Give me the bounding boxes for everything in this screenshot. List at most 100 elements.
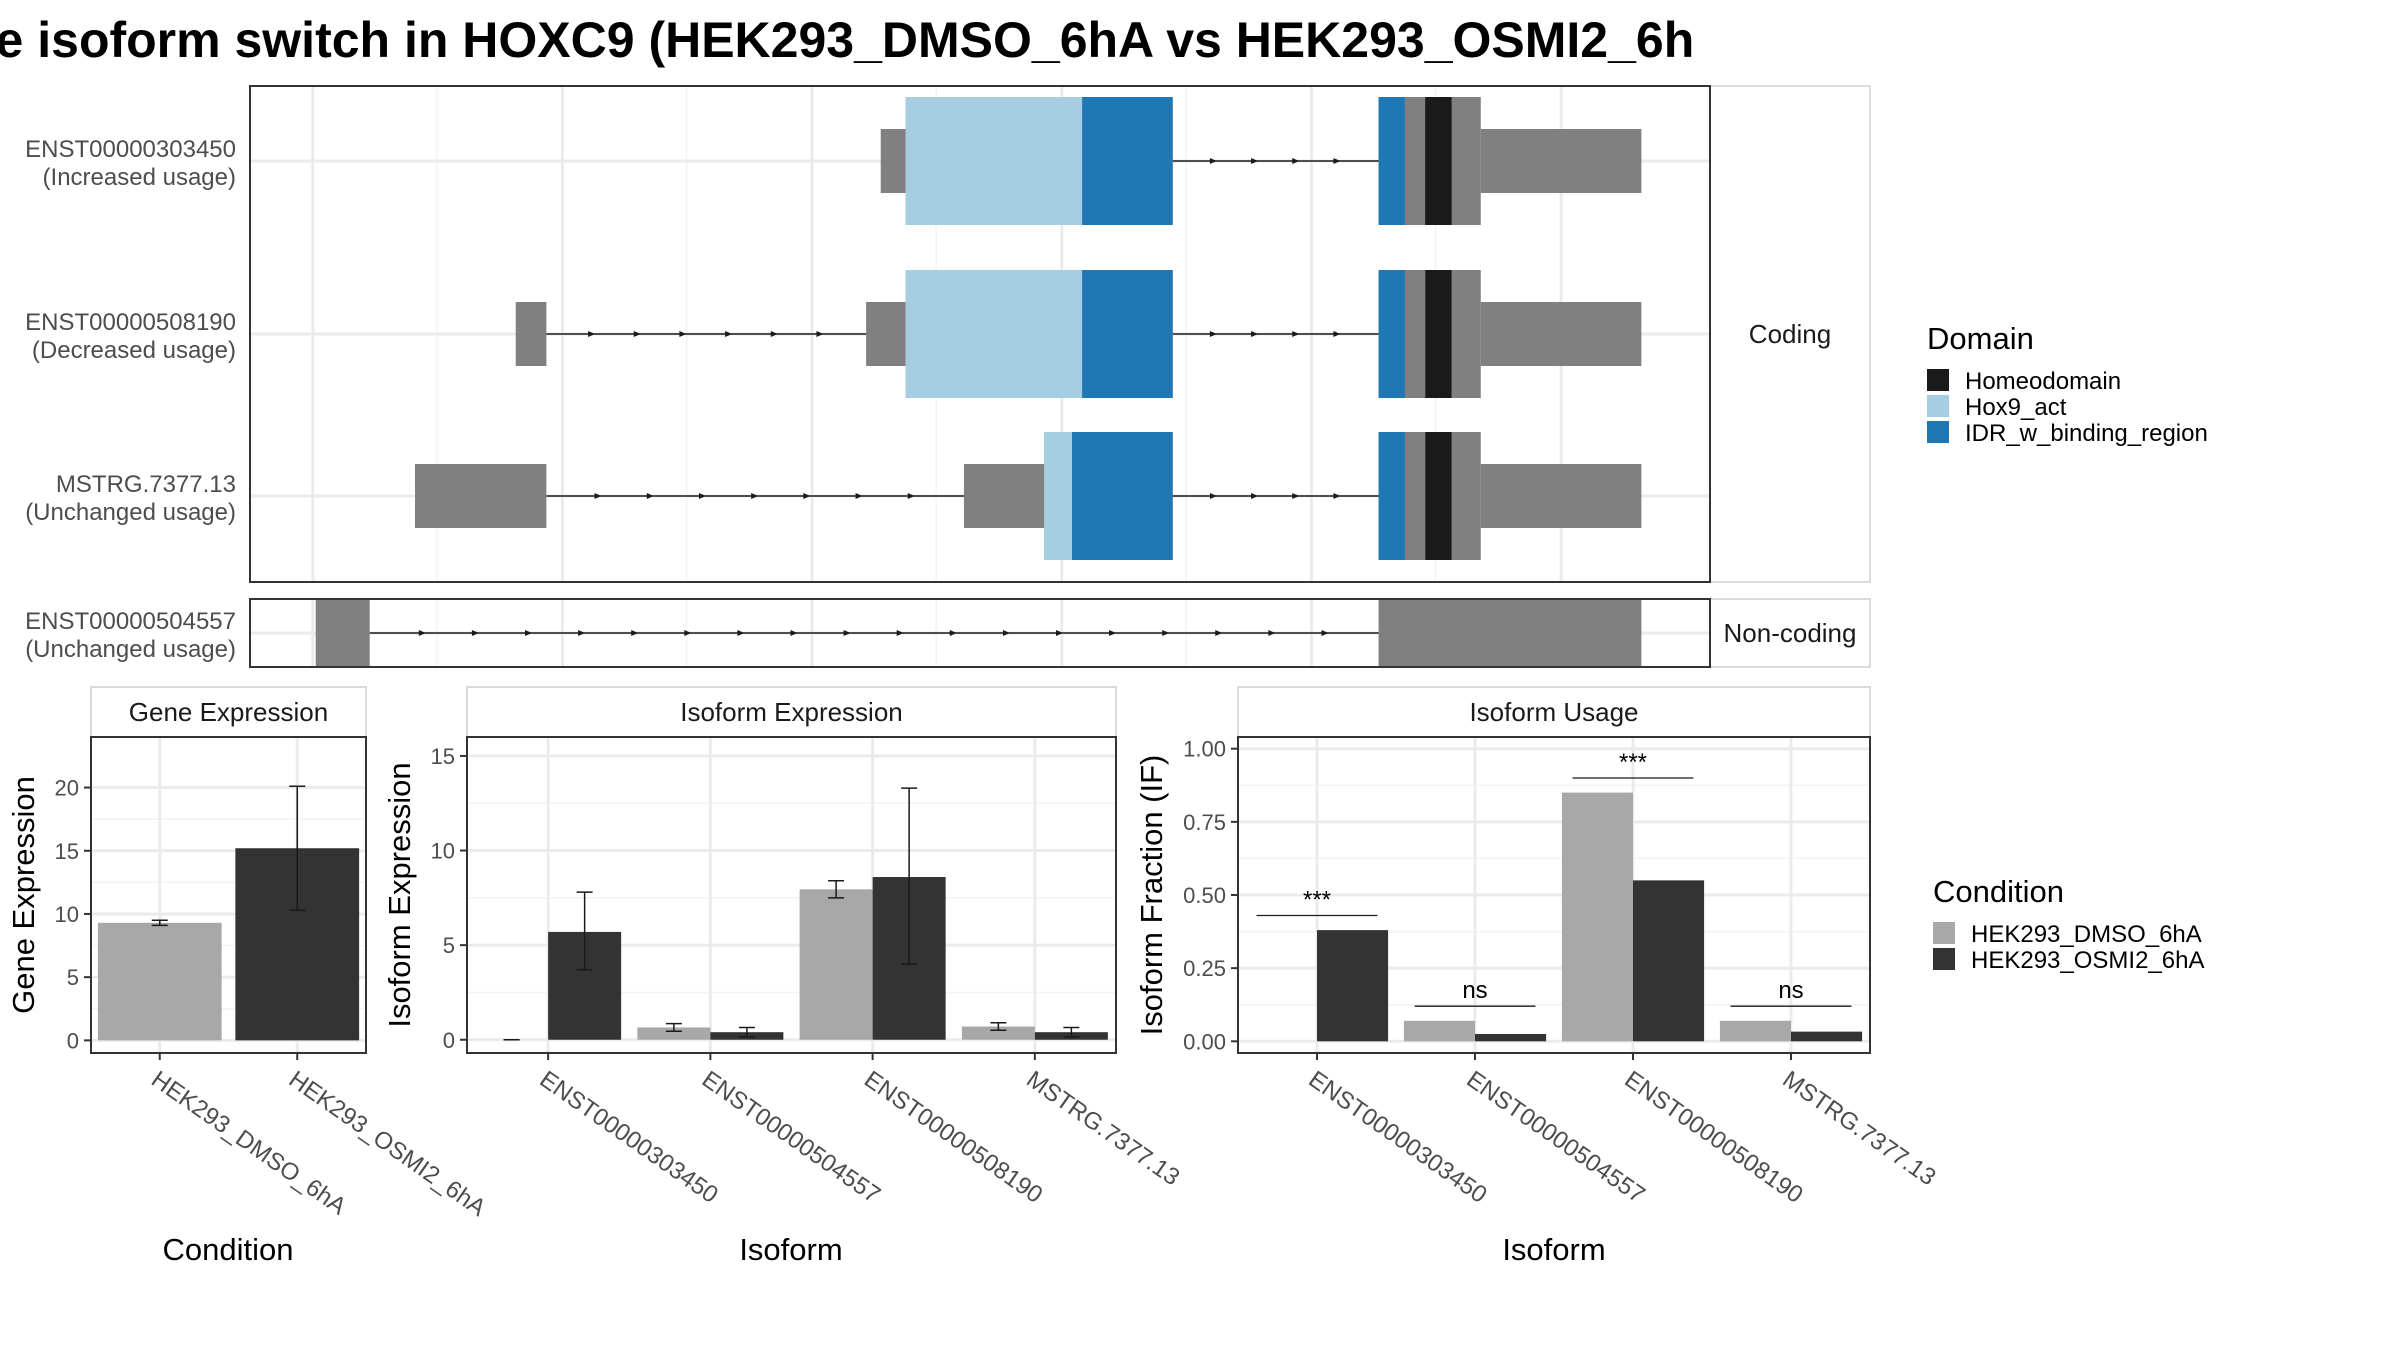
intron-arrow-enst00000504557 bbox=[1321, 630, 1329, 636]
intron-arrow-enst00000508190 bbox=[633, 331, 641, 337]
gene-expression-y-axis-title: Gene Expression bbox=[6, 776, 41, 1014]
transcript-label-enst00000504557: ENST00000504557 bbox=[25, 608, 236, 635]
gene-expression-y-tick-label: 20 bbox=[55, 776, 79, 801]
isoform-usage-x-tick-label-mstrg-7377-13: MSTRG.7377.13 bbox=[1778, 1066, 1941, 1191]
intron-arrow-enst00000504557 bbox=[1002, 630, 1010, 636]
intron-arrow-enst00000508190 bbox=[1292, 331, 1300, 337]
intron-arrow-enst00000504557 bbox=[737, 630, 745, 636]
intron-arrow-mstrg-7377-13 bbox=[907, 493, 915, 499]
utr-exon-mstrg-7377-13 bbox=[1480, 464, 1642, 528]
coding-panel-strip bbox=[1709, 85, 1871, 583]
isoform-usage-significance-label: ns bbox=[1778, 977, 1803, 1004]
intron-arrow-enst00000508190 bbox=[1251, 331, 1259, 337]
intron-arrow-mstrg-7377-13 bbox=[1292, 493, 1300, 499]
isoform-usage-bar-enst00000303450-hek293-osmi2-6ha bbox=[1317, 930, 1389, 1042]
intron-arrow-enst00000508190 bbox=[725, 331, 733, 337]
isoform-usage-bar-enst00000508190-hek293-dmso-6ha bbox=[1561, 792, 1633, 1042]
transcript-usage-mstrg-7377-13: (Unchanged usage) bbox=[25, 499, 236, 526]
domain-legend-title: Domain bbox=[1927, 321, 2034, 356]
transcript-usage-enst00000504557: (Unchanged usage) bbox=[25, 636, 236, 663]
condition-legend-label-hek293-dmso-6ha: HEK293_DMSO_6hA bbox=[1971, 921, 2202, 948]
utr-exon-enst00000504557 bbox=[1378, 600, 1642, 666]
transcript-usage-enst00000303450: (Increased usage) bbox=[43, 164, 236, 191]
isoform-expression-bar-mstrg-7377-13-hek293-dmso-6ha bbox=[961, 1026, 1035, 1040]
intron-arrow-mstrg-7377-13 bbox=[1209, 493, 1217, 499]
isoform-usage-strip bbox=[1237, 686, 1871, 738]
intron-arrow-enst00000504557 bbox=[790, 630, 798, 636]
intron-arrow-enst00000504557 bbox=[525, 630, 533, 636]
domain-legend-label-hox9-act: Hox9_act bbox=[1965, 394, 2067, 421]
transcript-label-enst00000303450: ENST00000303450 bbox=[25, 136, 236, 163]
isoform-usage-y-tick-label: 1.00 bbox=[1183, 737, 1226, 762]
isoform-expression-x-tick-label-enst00000303450: ENST00000303450 bbox=[535, 1066, 723, 1209]
isoform-usage-y-tick-label: 0.25 bbox=[1183, 956, 1226, 981]
utr-exon-enst00000508190 bbox=[515, 302, 547, 366]
utr-exon-enst00000504557 bbox=[315, 600, 370, 666]
intron-arrow-enst00000504557 bbox=[578, 630, 586, 636]
isoform-expression-bar-enst00000508190-hek293-dmso-6ha bbox=[799, 889, 873, 1040]
intron-arrow-enst00000504557 bbox=[1162, 630, 1170, 636]
coding-panel-border bbox=[249, 85, 1711, 583]
domain-idr-w-binding-region-mstrg-7377-13 bbox=[1378, 432, 1405, 560]
gene-expression-y-tick-label: 0 bbox=[67, 1028, 79, 1053]
isoform-expression-y-tick-label: 15 bbox=[431, 744, 455, 769]
intron-arrow-mstrg-7377-13 bbox=[1251, 493, 1259, 499]
utr-exon-enst00000508190 bbox=[866, 302, 906, 366]
utr-exon-enst00000303450 bbox=[1480, 129, 1642, 193]
intron-arrow-enst00000508190 bbox=[1209, 331, 1217, 337]
isoform-expression-bar-enst00000504557-hek293-dmso-6ha bbox=[637, 1027, 711, 1040]
isoform-usage-bar-mstrg-7377-13-hek293-dmso-6ha bbox=[1719, 1020, 1791, 1042]
condition-legend-key-hek293-dmso-6ha bbox=[1933, 922, 1955, 944]
intron-arrow-mstrg-7377-13 bbox=[594, 493, 602, 499]
gene-expression-x-axis-title: Condition bbox=[163, 1232, 294, 1267]
intron-arrow-enst00000504557 bbox=[471, 630, 479, 636]
coding-panel-strip-label: Coding bbox=[1749, 319, 1831, 349]
isoform-expression-strip bbox=[466, 686, 1117, 738]
gene-expression-title: Gene Expression bbox=[129, 697, 328, 727]
intron-arrow-enst00000508190 bbox=[679, 331, 687, 337]
domain-idr-w-binding-region-enst00000508190 bbox=[1378, 270, 1405, 398]
noncoding-panel-strip-label: Non-coding bbox=[1724, 618, 1857, 648]
isoform-usage-significance-label: *** bbox=[1303, 886, 1331, 913]
isoform-expression-title: Isoform Expression bbox=[680, 697, 903, 727]
isoform-usage-y-axis-title: Isoform Fraction (IF) bbox=[1134, 755, 1169, 1036]
gene-expression-y-tick-label: 15 bbox=[55, 839, 79, 864]
intron-arrow-enst00000504557 bbox=[418, 630, 426, 636]
utr-exon-mstrg-7377-13 bbox=[963, 464, 1045, 528]
transcript-label-enst00000508190: ENST00000508190 bbox=[25, 309, 236, 336]
intron-arrow-enst00000303450 bbox=[1251, 158, 1259, 164]
intron-arrow-mstrg-7377-13 bbox=[803, 493, 811, 499]
isoform-usage-bar-enst00000504557-hek293-dmso-6ha bbox=[1403, 1020, 1475, 1042]
gene-expression-y-tick-label: 10 bbox=[55, 902, 79, 927]
domain-hox9-act-mstrg-7377-13 bbox=[1044, 432, 1072, 560]
noncoding-panel-border bbox=[249, 598, 1711, 668]
noncoding-panel-strip bbox=[1709, 598, 1871, 668]
intron-arrow-enst00000303450 bbox=[1292, 158, 1300, 164]
intron-arrow-enst00000504557 bbox=[896, 630, 904, 636]
intron-arrow-enst00000508190 bbox=[1333, 331, 1341, 337]
isoform-usage-y-tick-label: 0.75 bbox=[1183, 810, 1226, 835]
domain-legend-key-hox9-act bbox=[1927, 395, 1949, 417]
utr-exon-mstrg-7377-13 bbox=[414, 464, 547, 528]
isoform-expression-panel-border bbox=[466, 736, 1117, 1054]
intron-arrow-enst00000303450 bbox=[1209, 158, 1217, 164]
intron-arrow-enst00000504557 bbox=[843, 630, 851, 636]
condition-legend-label-hek293-osmi2-6ha: HEK293_OSMI2_6hA bbox=[1971, 947, 2204, 974]
domain-legend-label-idr-w-binding-region: IDR_w_binding_region bbox=[1965, 420, 2208, 447]
domain-homeodomain-mstrg-7377-13 bbox=[1425, 432, 1452, 560]
isoform-expression-x-axis-title: Isoform bbox=[739, 1232, 842, 1267]
utr-exon-enst00000303450 bbox=[880, 129, 906, 193]
isoform-usage-significance-label: *** bbox=[1619, 749, 1647, 776]
isoform-usage-y-tick-label: 0.50 bbox=[1183, 883, 1226, 908]
isoform-expression-y-axis-title: Isoform Expression bbox=[382, 762, 417, 1027]
domain-homeodomain-enst00000508190 bbox=[1425, 270, 1452, 398]
gene-expression-strip bbox=[90, 686, 367, 738]
intron-arrow-mstrg-7377-13 bbox=[698, 493, 706, 499]
domain-idr-w-binding-region-mstrg-7377-13 bbox=[1071, 432, 1173, 560]
domain-hox9-act-enst00000303450 bbox=[905, 97, 1083, 225]
gene-expression-bar-hek293-dmso-6ha bbox=[97, 922, 222, 1041]
plot-title: ne isoform switch in HOXC9 (HEK293_DMSO_… bbox=[0, 12, 1694, 68]
intron-arrow-enst00000504557 bbox=[949, 630, 957, 636]
isoform-expression-x-tick-label-enst00000508190: ENST00000508190 bbox=[859, 1066, 1047, 1209]
domain-legend-key-idr-w-binding-region bbox=[1927, 421, 1949, 443]
